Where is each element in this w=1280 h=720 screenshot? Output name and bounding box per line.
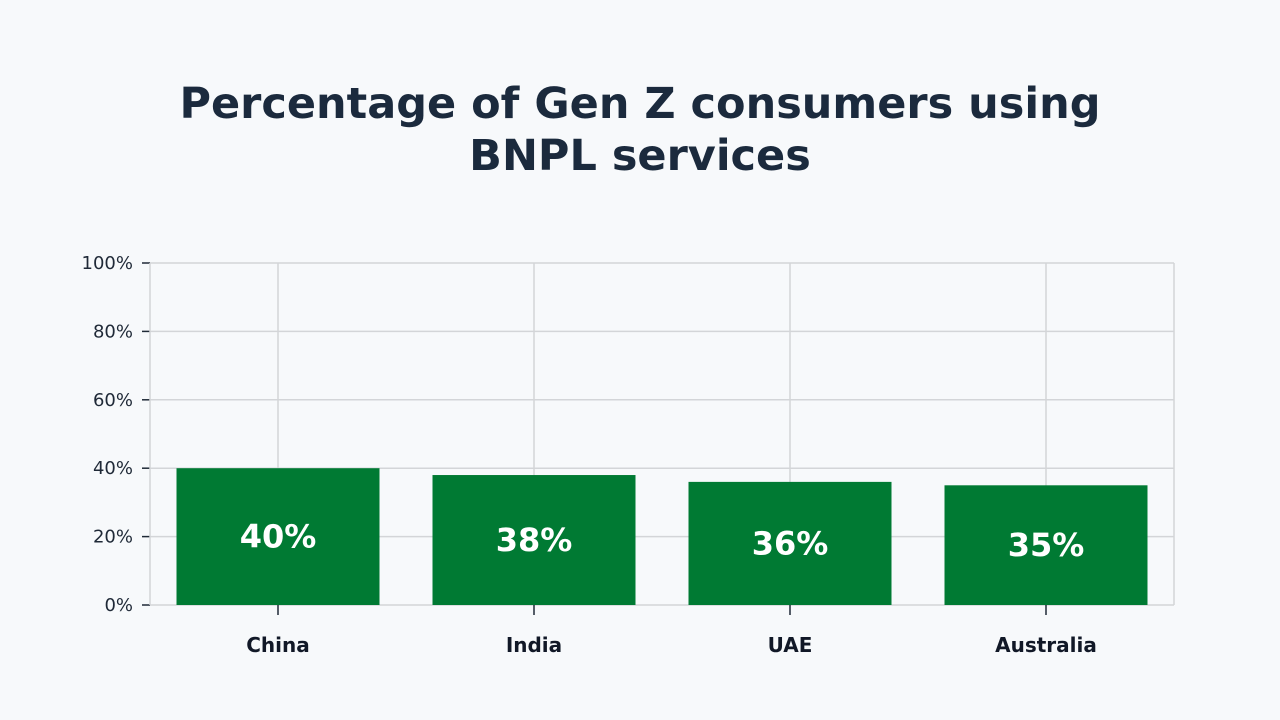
data-label: 40% <box>240 518 317 556</box>
bar-australia <box>944 485 1148 605</box>
y-tick-label: 80% <box>93 321 133 342</box>
x-tick-label: Australia <box>995 633 1097 657</box>
y-tick-label: 40% <box>93 458 133 479</box>
data-label: 35% <box>1008 526 1085 564</box>
y-tick-label: 20% <box>93 527 133 548</box>
bar-india <box>432 475 636 605</box>
y-tick-label: 0% <box>104 595 133 616</box>
x-tick-label: India <box>506 633 562 657</box>
x-tick-label: China <box>246 633 310 657</box>
data-label: 36% <box>752 524 829 562</box>
chart-title-line-1: Percentage of Gen Z consumers using <box>179 79 1101 129</box>
y-tick-label: 60% <box>93 390 133 411</box>
y-tick-label: 100% <box>82 253 133 274</box>
bar-china <box>176 468 380 605</box>
data-label: 38% <box>496 521 573 559</box>
chart-title: Percentage of Gen Z consumers using BNPL… <box>0 78 1280 182</box>
x-tick-label: UAE <box>768 633 813 657</box>
bar-uae <box>688 481 892 605</box>
chart-title-line-2: BNPL services <box>469 131 811 181</box>
